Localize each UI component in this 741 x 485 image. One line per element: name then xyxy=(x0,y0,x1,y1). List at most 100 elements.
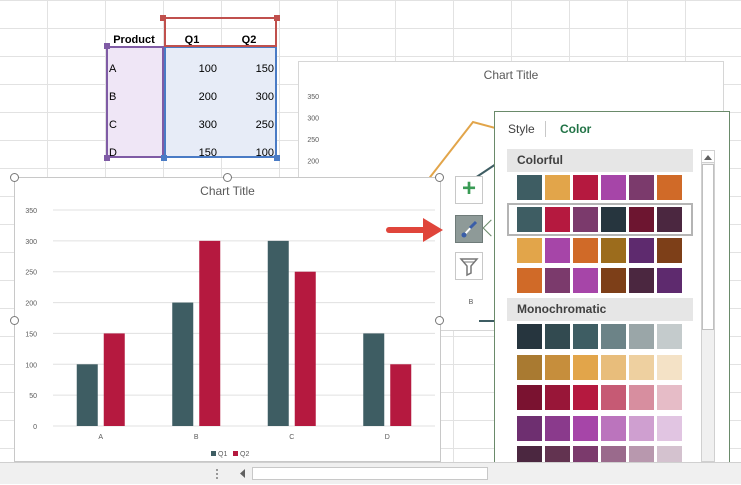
chevron-left-icon xyxy=(240,469,245,478)
color-swatch xyxy=(601,268,626,293)
cell-q2[interactable]: 250 xyxy=(255,119,274,131)
legend-swatch xyxy=(211,451,216,456)
color-swatch xyxy=(573,268,598,293)
range-handle[interactable] xyxy=(274,15,280,21)
scroll-left-button[interactable] xyxy=(236,467,249,480)
range-handle[interactable] xyxy=(160,15,166,21)
y-tick-label: 250 xyxy=(307,137,319,144)
bar-chart-plot: 0 50 100 150 200 250 300 350 A B C D Q1 Q2 xyxy=(25,208,435,458)
funnel-icon xyxy=(459,258,479,277)
y-tick-label: 250 xyxy=(25,270,37,277)
resize-handle[interactable] xyxy=(10,173,19,182)
bar-q2[interactable] xyxy=(199,240,221,426)
color-swatch xyxy=(545,385,570,410)
color-swatch xyxy=(629,324,654,349)
color-swatch xyxy=(573,385,598,410)
cell-q1[interactable]: 100 xyxy=(198,63,217,75)
y-tick-label: 100 xyxy=(25,362,37,369)
header-q1[interactable]: Q1 xyxy=(184,34,200,46)
y-tick-label: 200 xyxy=(25,301,37,308)
bar-q2[interactable] xyxy=(390,364,412,426)
color-swatch xyxy=(601,175,626,200)
color-swatch xyxy=(517,324,542,349)
y-tick-label: 350 xyxy=(25,208,37,215)
color-swatch xyxy=(657,355,682,380)
bar-q1[interactable] xyxy=(172,302,194,426)
scroll-up-button[interactable] xyxy=(702,151,714,163)
group-colorful: Colorful xyxy=(507,149,693,172)
cell-product[interactable]: B xyxy=(109,91,117,103)
color-swatch xyxy=(573,207,598,232)
color-swatch xyxy=(629,268,654,293)
color-swatch xyxy=(545,416,570,441)
cell-q1[interactable]: 300 xyxy=(198,119,217,131)
color-swatch xyxy=(517,268,542,293)
resize-handle[interactable] xyxy=(10,316,19,325)
category-range xyxy=(106,46,164,158)
tab-color[interactable]: Color xyxy=(560,122,592,136)
cell-q2[interactable]: 150 xyxy=(255,63,274,75)
y-tick-label: 150 xyxy=(25,331,37,338)
bar-q2[interactable] xyxy=(103,333,125,426)
group-monochromatic: Monochromatic xyxy=(507,298,693,321)
range-handle[interactable] xyxy=(104,155,110,161)
color-swatch xyxy=(545,207,570,232)
y-tick-label: 50 xyxy=(29,393,37,400)
bar-q1[interactable] xyxy=(267,240,289,426)
cell-q1[interactable]: 200 xyxy=(198,91,217,103)
chart-elements-button[interactable]: + xyxy=(455,175,483,204)
scroll-thumb[interactable] xyxy=(702,164,714,330)
resize-handle[interactable] xyxy=(223,173,232,182)
x-tick-label: B xyxy=(469,299,474,306)
x-tick-label: B xyxy=(194,434,199,441)
line-chart-title[interactable]: Chart Title xyxy=(483,68,539,82)
range-handle[interactable] xyxy=(104,43,110,49)
bar-q2[interactable] xyxy=(294,271,316,426)
bar-chart-title[interactable]: Chart Title xyxy=(200,184,255,198)
chart-styles-button[interactable] xyxy=(455,215,483,243)
color-swatch xyxy=(629,238,654,263)
scroll-track[interactable] xyxy=(252,467,488,480)
cell-product[interactable]: A xyxy=(109,63,117,75)
color-swatch xyxy=(573,238,598,263)
color-swatch xyxy=(629,355,654,380)
split-handle-icon[interactable] xyxy=(216,469,220,479)
range-handle[interactable] xyxy=(274,155,280,161)
color-swatch xyxy=(573,416,598,441)
y-tick-label: 300 xyxy=(25,239,37,246)
cell-q1[interactable]: 150 xyxy=(198,147,217,159)
color-swatch xyxy=(629,207,654,232)
chevron-up-icon xyxy=(704,155,712,160)
x-tick-label: D xyxy=(385,434,390,441)
legend-label[interactable]: Q1 xyxy=(218,451,227,458)
header-q2[interactable]: Q2 xyxy=(241,34,257,46)
bar-q1[interactable] xyxy=(363,333,385,426)
tab-style[interactable]: Style xyxy=(508,122,535,136)
bar-q1[interactable] xyxy=(76,364,98,426)
panel-scrollbar[interactable] xyxy=(701,150,715,474)
resize-handle[interactable] xyxy=(435,173,444,182)
cell-product[interactable]: C xyxy=(109,119,117,131)
values-range xyxy=(164,46,277,158)
resize-handle[interactable] xyxy=(435,316,444,325)
horizontal-scrollbar[interactable] xyxy=(0,462,741,484)
plus-icon: + xyxy=(461,175,476,202)
color-swatch xyxy=(545,268,570,293)
color-swatch xyxy=(601,324,626,349)
cell-q2[interactable]: 300 xyxy=(255,91,274,103)
chart-filters-button[interactable] xyxy=(455,252,483,280)
bar-chart[interactable]: Chart Title 0 50 100 150 200 250 300 350 A B C D Q1 Q… xyxy=(14,177,441,462)
cell-product[interactable]: D xyxy=(109,147,117,159)
color-swatch xyxy=(517,175,542,200)
x-tick-label: C xyxy=(289,434,294,441)
range-handle[interactable] xyxy=(161,155,167,161)
color-swatch xyxy=(573,355,598,380)
legend-label[interactable]: Q2 xyxy=(240,451,249,458)
color-swatch xyxy=(657,238,682,263)
color-swatch xyxy=(545,175,570,200)
cell-q2[interactable]: 100 xyxy=(255,147,274,159)
color-swatch xyxy=(601,238,626,263)
color-swatch xyxy=(601,207,626,232)
header-product[interactable]: Product xyxy=(113,34,155,46)
series-name-range xyxy=(164,17,277,47)
